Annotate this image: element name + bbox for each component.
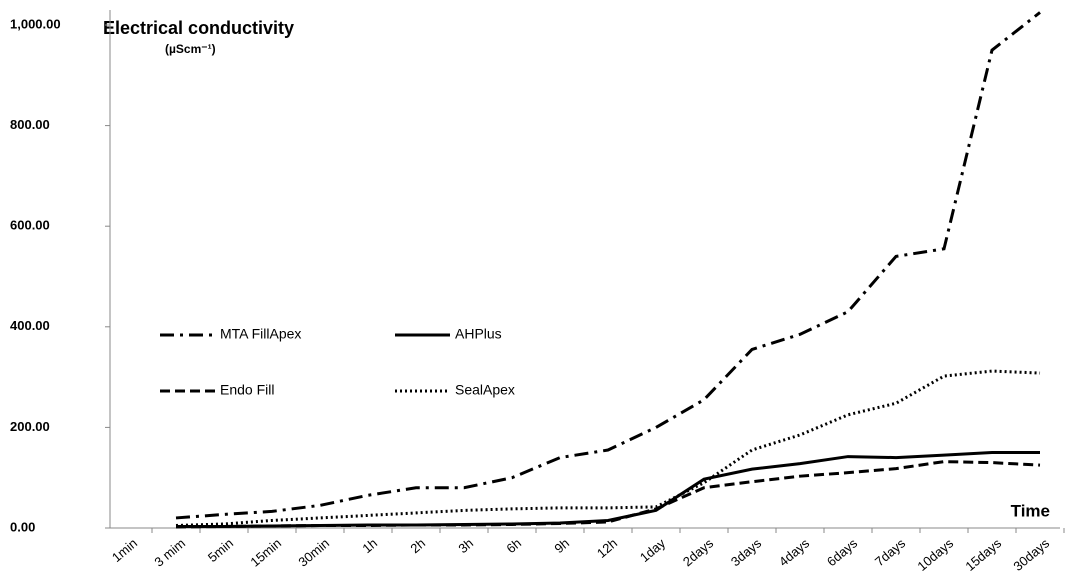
y-tick-label: 1,000.00: [10, 16, 61, 31]
series-line: [175, 460, 1041, 529]
x-tick-label: 6h: [503, 535, 524, 556]
x-tick-label: 6days: [824, 535, 861, 569]
x-tick-label: 15days: [962, 535, 1004, 574]
legend-label: Endo Fill: [220, 382, 274, 398]
x-tick-label: 2h: [407, 535, 428, 556]
x-axis-title: Time: [1011, 501, 1050, 520]
y-tick-label: 800.00: [10, 117, 50, 132]
x-tick-label: 1day: [637, 535, 669, 565]
x-tick-label: 1min: [109, 535, 140, 565]
x-tick-label: 1h: [359, 535, 380, 556]
y-tick-label: 400.00: [10, 318, 50, 333]
x-tick-label: 7days: [872, 535, 909, 569]
legend-label: MTA FillApex: [220, 326, 301, 342]
y-axis-title: Electrical conductivity: [103, 18, 294, 38]
y-tick-label: 600.00: [10, 218, 50, 233]
x-tick-label: 5min: [205, 535, 236, 565]
x-tick-label: 30days: [1010, 535, 1052, 574]
series-line: [176, 451, 1040, 528]
x-tick-label: 15min: [247, 535, 284, 569]
y-tick-label: 0.00: [10, 519, 35, 534]
series-line: [175, 11, 1041, 520]
legend-label: AHPlus: [455, 326, 502, 342]
x-tick-label: 9h: [551, 535, 572, 556]
x-tick-label: 2days: [680, 535, 717, 569]
y-axis-unit: (µScm⁻¹): [165, 42, 216, 56]
x-tick-label: 4days: [776, 535, 813, 569]
legend-label: SealApex: [455, 382, 515, 398]
x-tick-label: 10days: [914, 535, 956, 574]
x-tick-label: 3 mim: [151, 535, 188, 569]
x-tick-label: 3h: [455, 535, 476, 556]
series-line: [175, 369, 1041, 527]
x-tick-label: 3days: [728, 535, 765, 569]
x-tick-label: 12h: [594, 535, 620, 560]
x-tick-label: 30min: [295, 535, 332, 569]
y-tick-label: 200.00: [10, 419, 50, 434]
